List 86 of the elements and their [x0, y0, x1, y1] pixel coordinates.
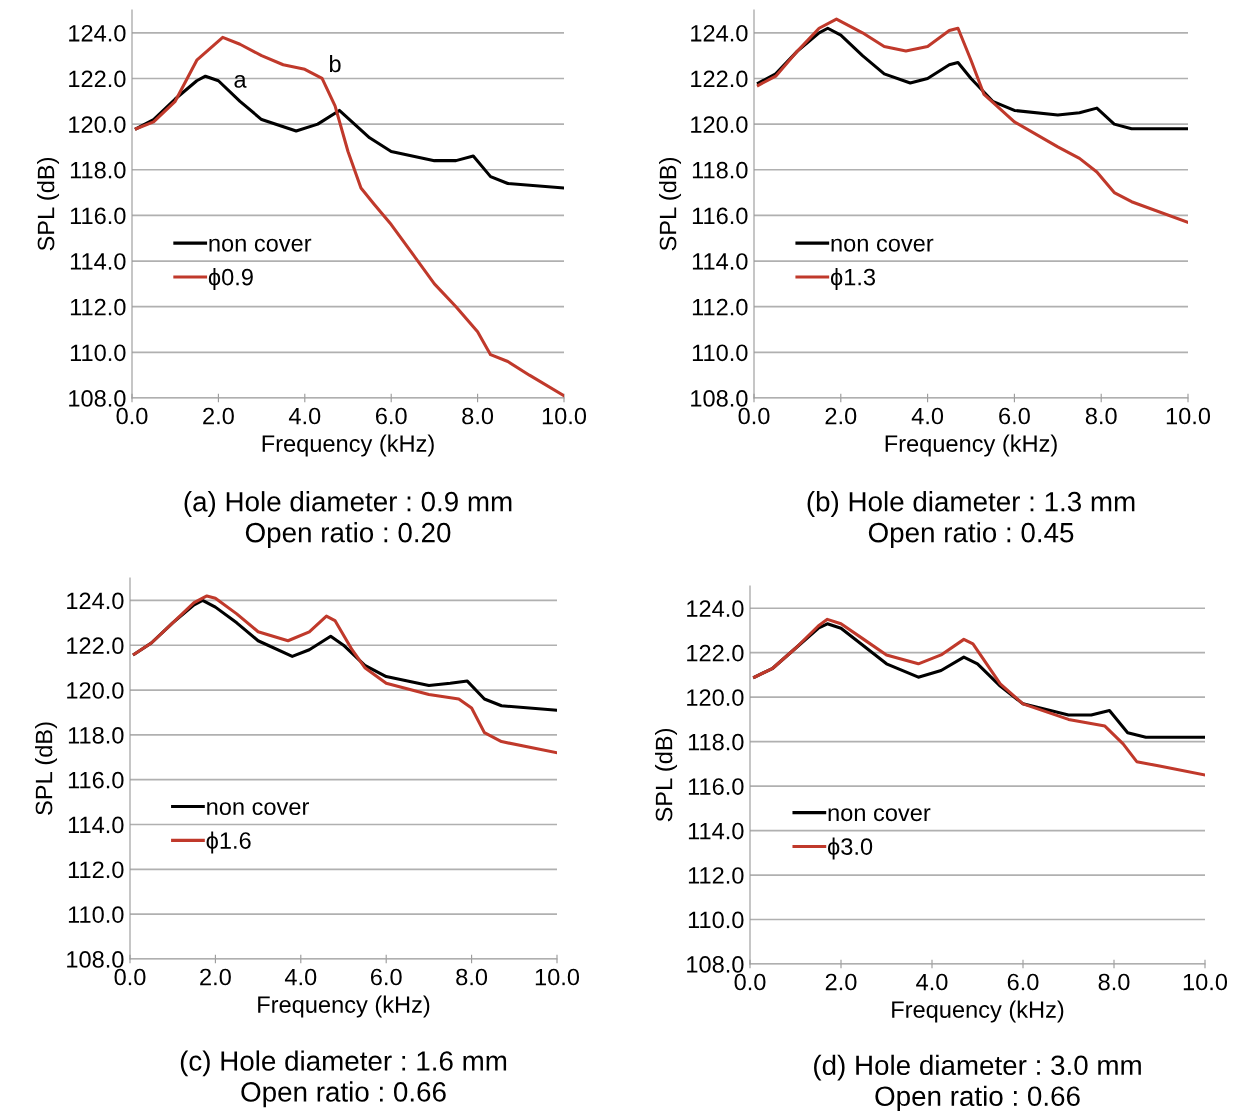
legend-label: ϕ3.0 [827, 837, 873, 860]
y-tick-label: 110.0 [70, 344, 126, 362]
y-tick-label: 124.0 [691, 24, 748, 42]
legend-label: non cover [828, 808, 931, 822]
x-axis-title: Frequency (kHz) [885, 434, 1057, 457]
y-tick-label: 124.0 [69, 24, 126, 42]
y-tick-label: 116.0 [688, 778, 744, 795]
y-tick-label: 112.0 [70, 298, 126, 316]
y-tick-label: 120.0 [691, 116, 748, 133]
line-series [753, 617, 1205, 777]
y-axis-title: SPL (dB) [655, 729, 678, 822]
x-tick-label: 6.0 [1007, 973, 1039, 991]
annotation: b [330, 54, 341, 73]
y-tick-label: 118.0 [68, 726, 124, 744]
x-tick-label: 0.0 [734, 973, 766, 991]
text: (b) Hole diameter : 1.3 mm Open ratio : 0.45 [807, 491, 1135, 548]
y-tick-label: 122.0 [67, 637, 124, 655]
line-series [132, 594, 557, 755]
x-tick-label: 2.0 [203, 407, 234, 425]
y-tick-label: 112.0 [688, 867, 744, 884]
x-tick-label: 0.0 [114, 968, 146, 986]
legend-label: non cover [209, 238, 312, 252]
y-tick-label: 124.0 [687, 600, 744, 618]
x-tick-label: 2.0 [200, 968, 231, 986]
x-tick-label: 10.0 [542, 407, 587, 425]
y-tick-label: 112.0 [692, 298, 748, 316]
y-tick-label: 108.0 [69, 390, 126, 407]
y-tick-label: 118.0 [692, 161, 748, 179]
x-tick-label: 4.0 [911, 407, 944, 425]
y-tick-label: 120.0 [69, 116, 126, 133]
text: (a) Hole diameter : 0.9 mm Open ratio : 0.20 [184, 491, 512, 548]
y-axis-title: SPL (dB) [37, 158, 60, 251]
y-tick-label: 114.0 [68, 816, 124, 834]
x-tick-label: 8.0 [1098, 973, 1130, 991]
legend-label: ϕ1.6 [206, 831, 251, 854]
x-tick-label: 4.0 [916, 973, 948, 991]
x-axis-title: Frequency (kHz) [892, 1000, 1064, 1023]
y-tick-label: 110.0 [692, 344, 748, 362]
x-tick-label: 4.0 [284, 968, 317, 986]
y-tick-label: 122.0 [687, 644, 744, 662]
legend-label: ϕ1.3 [830, 268, 876, 291]
y-tick-label: 108.0 [67, 951, 124, 968]
y-tick-label: 108.0 [691, 390, 748, 407]
text: (d) Hole diameter : 3.0 mm Open ratio : 0.66 [814, 1054, 1141, 1111]
line-series [134, 74, 564, 190]
y-tick-label: 116.0 [68, 771, 124, 789]
y-tick-label: 118.0 [70, 161, 126, 179]
y-tick-label: 120.0 [687, 689, 744, 706]
x-tick-label: 6.0 [370, 968, 402, 986]
line-series [756, 17, 1188, 224]
legend-label: ϕ0.9 [208, 268, 253, 291]
y-tick-label: 112.0 [68, 861, 124, 879]
x-tick-label: 2.0 [825, 407, 857, 425]
y-tick-label: 122.0 [691, 70, 748, 88]
y-axis-title: SPL (dB) [659, 158, 682, 251]
x-tick-label: 6.0 [375, 407, 407, 425]
y-tick-label: 122.0 [69, 70, 126, 88]
y-tick-label: 120.0 [67, 682, 124, 699]
x-axis-title: Frequency (kHz) [258, 995, 430, 1018]
annotation: a [234, 74, 247, 88]
x-tick-label: 8.0 [456, 968, 488, 986]
text: (c) Hole diameter : 1.6 mm Open ratio : 0.66 [180, 1050, 507, 1108]
x-axis-title: Frequency (kHz) [262, 434, 434, 457]
y-tick-label: 114.0 [692, 253, 748, 270]
y-tick-label: 114.0 [688, 822, 744, 840]
y-tick-label: 124.0 [67, 592, 124, 610]
x-tick-label: 8.0 [1085, 407, 1117, 425]
x-tick-label: 6.0 [999, 407, 1030, 425]
y-axis-title: SPL (dB) [35, 722, 58, 815]
x-tick-label: 0.0 [738, 407, 770, 425]
x-tick-label: 10.0 [535, 968, 580, 986]
x-tick-label: 8.0 [462, 407, 494, 425]
legend-label: non cover [831, 238, 934, 252]
x-tick-label: 10.0 [1183, 973, 1228, 991]
y-tick-label: 116.0 [70, 207, 126, 225]
y-tick-label: 116.0 [692, 207, 748, 225]
y-tick-label: 110.0 [688, 911, 744, 929]
y-tick-label: 108.0 [687, 956, 744, 973]
y-tick-label: 110.0 [68, 906, 124, 923]
x-tick-label: 10.0 [1166, 407, 1211, 425]
y-tick-label: 118.0 [688, 733, 744, 751]
x-tick-label: 2.0 [825, 973, 857, 991]
x-tick-label: 0.0 [116, 407, 148, 425]
y-tick-label: 114.0 [70, 253, 126, 270]
legend-label: non cover [207, 802, 309, 816]
x-tick-label: 4.0 [288, 407, 321, 425]
